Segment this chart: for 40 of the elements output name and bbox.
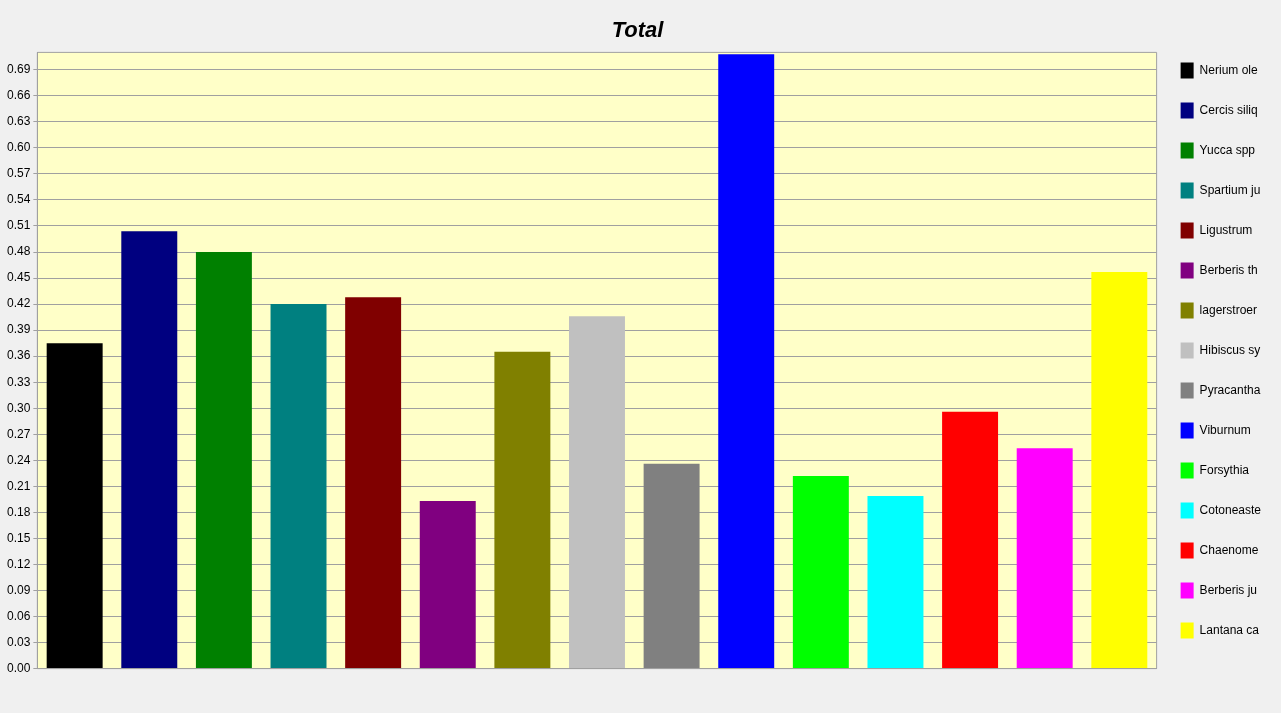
y-tick-label: 0.36 (7, 348, 31, 363)
y-tick-label: 0.60 (7, 140, 31, 155)
y-tick-label: 0.33 (7, 374, 31, 389)
y-tick-label: 0.24 (7, 452, 31, 467)
legend-label: Forsythia (1199, 462, 1250, 477)
y-tick-label: 0.69 (7, 62, 31, 77)
legend-label: Chaenome (1199, 542, 1259, 557)
y-tick-label: 0.03 (7, 634, 31, 649)
y-tick-label: 0.18 (7, 504, 31, 519)
legend-label: Yucca spp (1199, 142, 1256, 157)
legend-label: Hibiscus sy (1199, 342, 1261, 357)
y-tick-label: 0.51 (7, 218, 31, 233)
legend-label: Pyracantha (1199, 382, 1261, 397)
legend-label: Spartium ju (1199, 182, 1261, 197)
y-tick-label: 0.06 (7, 608, 31, 623)
y-tick-label: 0.45 (7, 270, 31, 285)
y-tick-label: 0.66 (7, 88, 31, 103)
y-tick-label: 0.27 (7, 426, 31, 441)
y-tick-label: 0.42 (7, 296, 31, 311)
y-tick-label: 0.15 (7, 530, 31, 545)
y-tick-label: 0.39 (7, 322, 31, 337)
y-tick-label: 0.48 (7, 244, 31, 259)
legend-label: Berberis ju (1199, 582, 1257, 597)
y-tick-label: 0.00 (7, 660, 31, 675)
y-tick-label: 0.12 (7, 556, 31, 571)
y-tick-label: 0.21 (7, 478, 31, 493)
legend-label: Cotoneaste (1199, 502, 1262, 517)
legend-label: Ligustrum (1199, 222, 1253, 237)
y-tick-label: 0.54 (7, 192, 31, 207)
chart-title: Total (611, 17, 665, 43)
legend-label: Berberis th (1199, 262, 1258, 277)
legend-label: Nerium ole (1199, 62, 1258, 77)
legend-label: Cercis siliq (1199, 102, 1258, 117)
legend-label: lagerstroer (1199, 302, 1257, 317)
y-tick-label: 0.57 (7, 166, 31, 181)
legend-label: Lantana ca (1199, 622, 1260, 637)
legend-label: Viburnum (1199, 422, 1251, 437)
y-tick-label: 0.30 (7, 400, 31, 415)
y-tick-label: 0.63 (7, 114, 31, 129)
y-tick-label: 0.09 (7, 582, 31, 597)
